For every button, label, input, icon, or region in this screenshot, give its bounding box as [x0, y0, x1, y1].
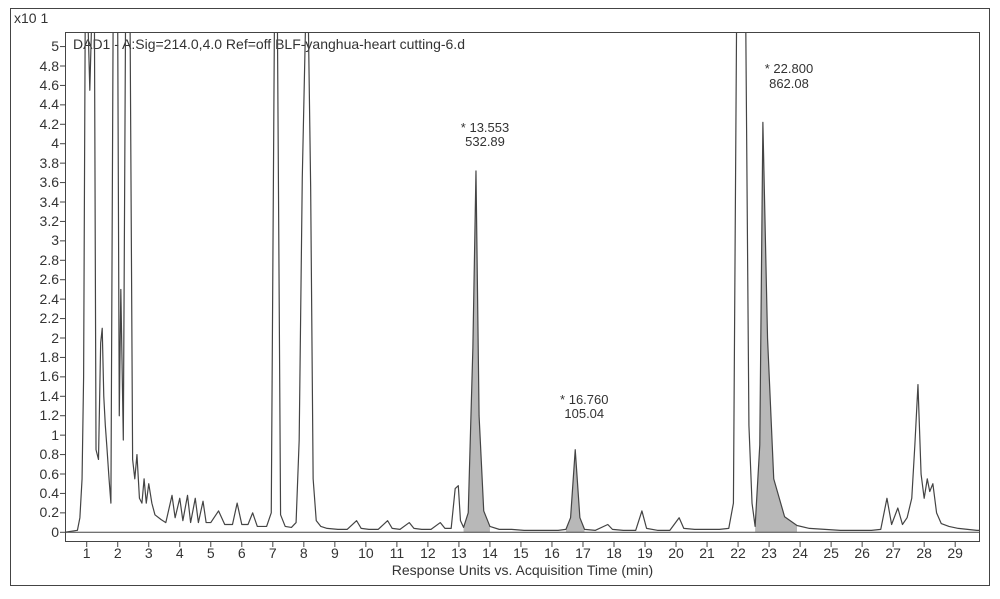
chromatogram-svg: [0, 0, 992, 588]
chart-container: { "meta": { "title_text": "DAD1 - A:Sig=…: [0, 0, 1000, 599]
